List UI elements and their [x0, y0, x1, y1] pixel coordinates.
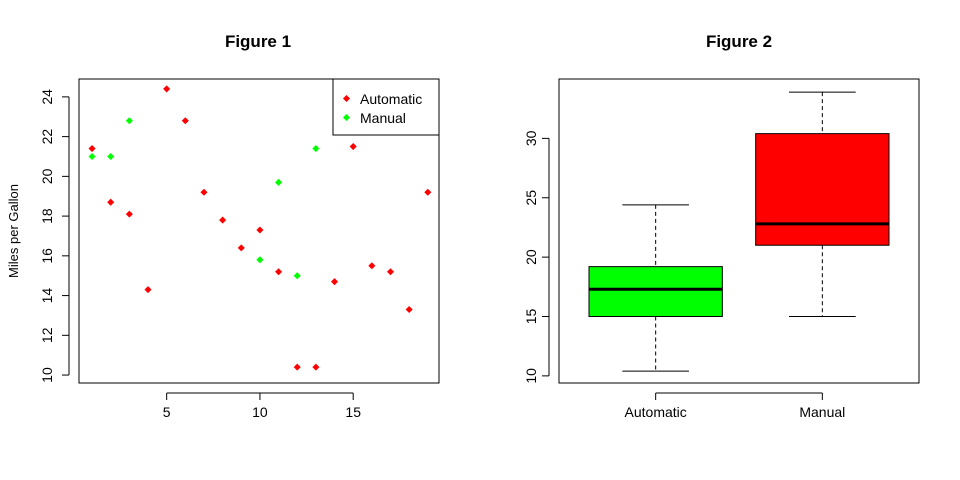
figure-2-plot-frame: [558, 78, 920, 384]
legend-entry-automatic: Automatic: [342, 91, 422, 107]
data-point-automatic: [368, 262, 376, 270]
data-point-automatic: [181, 117, 189, 125]
data-point-automatic: [107, 198, 115, 206]
data-point-manual: [125, 117, 133, 125]
data-point-automatic: [237, 244, 245, 252]
figure-1-legend: Automatic Manual: [332, 78, 440, 136]
y-tick-label: 20: [523, 249, 539, 265]
y-tick-label: 18: [39, 208, 55, 224]
y-tick-label: 20: [39, 168, 55, 184]
y-tick-label: 30: [523, 130, 539, 146]
data-point-automatic: [219, 216, 227, 224]
box-manual: [755, 91, 890, 317]
legend-label-automatic: Automatic: [360, 91, 422, 107]
data-point-automatic: [200, 188, 208, 196]
data-point-automatic: [88, 145, 96, 153]
x-tick-label: 10: [252, 404, 268, 420]
iqr-box: [755, 133, 890, 246]
y-tick-label: 10: [523, 368, 539, 384]
figure-1-y-axis-label: Miles per Gallon: [6, 184, 21, 278]
x-tick-label: 5: [163, 404, 171, 420]
figure-2-axes: 10 15 20 25 30 Automatic Manual: [523, 130, 845, 420]
data-point-automatic: [256, 226, 264, 234]
x-tick-label: 15: [345, 404, 361, 420]
y-tick-label: 24: [39, 89, 55, 105]
y-tick-label: 15: [523, 309, 539, 325]
x-category-label: Automatic: [625, 404, 687, 420]
data-point-automatic: [293, 363, 301, 371]
legend-key-manual: [342, 113, 351, 122]
data-point-automatic: [405, 305, 413, 314]
figure-1-axes: 10 12 14 16 18 20 22 24 5 10 15: [39, 89, 361, 420]
figure-1-plot-frame: [78, 78, 440, 384]
y-tick-label: 10: [39, 367, 55, 383]
data-point-manual: [275, 178, 283, 186]
data-point-automatic: [349, 143, 357, 151]
figure-1-panel: Figure 1 Miles per Gallon 10 12 14 16 18 20 22…: [6, 32, 440, 420]
data-point-automatic: [144, 286, 152, 294]
legend-entry-manual: Manual: [342, 110, 406, 126]
y-tick-label: 25: [523, 190, 539, 206]
x-category-label: Manual: [799, 404, 845, 420]
data-point-automatic: [312, 363, 320, 371]
figure-1-points: [88, 85, 432, 371]
legend-key-automatic: [342, 94, 351, 103]
y-tick-label: 12: [39, 327, 55, 343]
figure-2-boxes: [588, 91, 890, 372]
y-tick-label: 16: [39, 248, 55, 264]
data-point-manual: [293, 272, 301, 280]
data-point-automatic: [386, 268, 395, 276]
data-point-manual: [312, 145, 320, 153]
figure-2-panel: Figure 2 10 15 20 25 30 Automatic Manual: [523, 32, 920, 420]
data-point-automatic: [125, 210, 133, 218]
y-tick-label: 14: [39, 288, 55, 304]
data-point-automatic: [424, 188, 432, 196]
figure-2-title: Figure 2: [706, 32, 772, 51]
box-automatic: [588, 204, 723, 372]
y-tick-label: 22: [39, 129, 55, 145]
figure-1-title: Figure 1: [225, 32, 291, 51]
data-point-manual: [256, 256, 264, 264]
data-point-manual: [107, 152, 115, 161]
data-point-manual: [88, 152, 96, 161]
data-point-automatic: [275, 268, 283, 276]
iqr-box: [588, 266, 723, 317]
data-point-automatic: [163, 85, 171, 93]
legend-label-manual: Manual: [360, 110, 406, 126]
legend-box: [332, 78, 440, 136]
data-point-automatic: [331, 278, 339, 286]
